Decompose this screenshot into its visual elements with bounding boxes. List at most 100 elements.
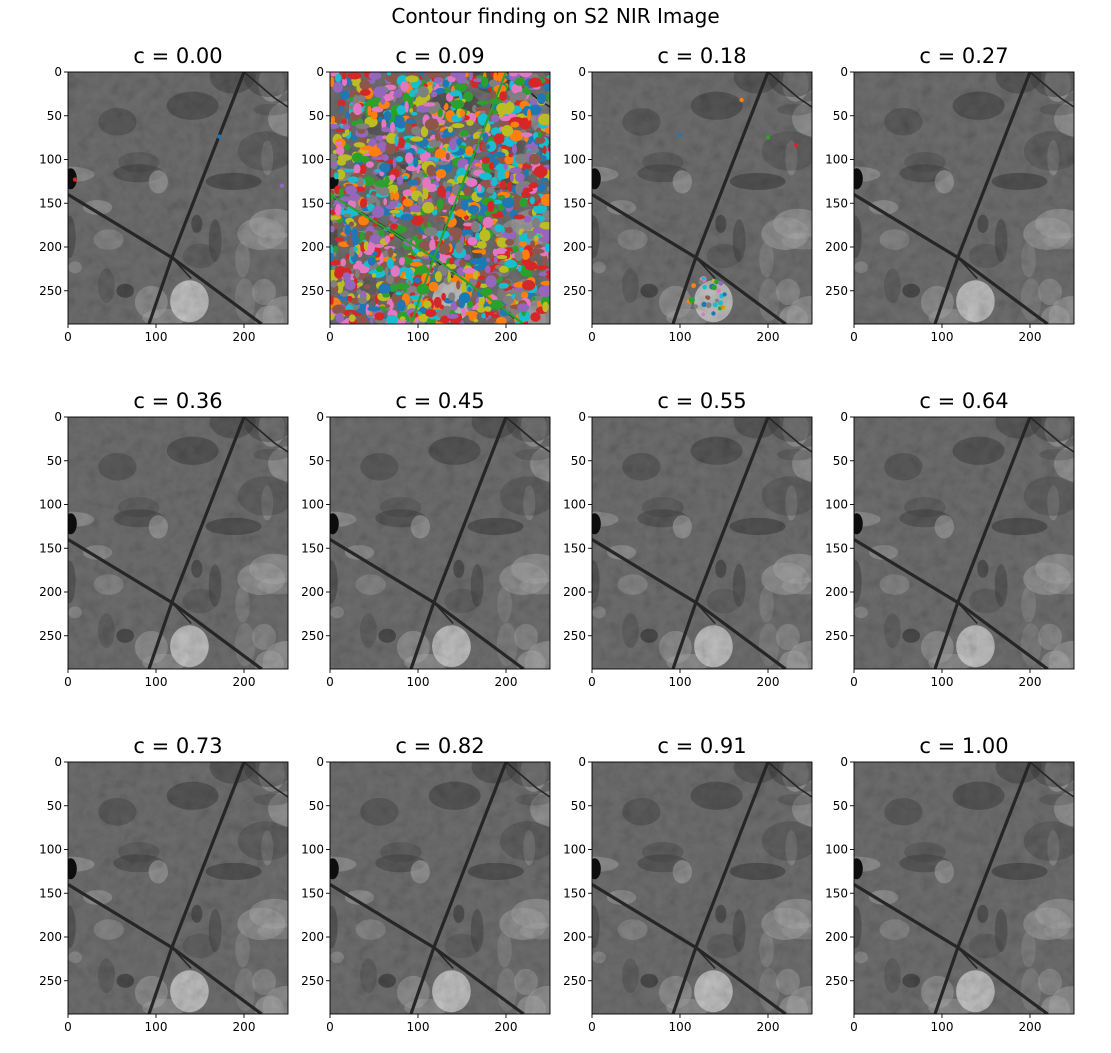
satellite-image xyxy=(854,762,1074,1014)
image-panel: c = 0.64 0 50 100 150 200 250 0 100 200 xyxy=(825,389,1075,689)
x-tick-label: 0 xyxy=(588,1020,596,1034)
y-tick-label: 50 xyxy=(47,799,62,813)
y-tick-label: 0 xyxy=(840,755,848,769)
y-tick-label: 100 xyxy=(825,843,848,857)
y-tick-label: 50 xyxy=(833,799,848,813)
y-tick-label: 50 xyxy=(833,454,848,468)
panel-title: c = 0.55 xyxy=(657,389,746,413)
y-tick-label: 100 xyxy=(563,498,586,512)
x-tick-label: 200 xyxy=(233,675,256,689)
x-tick-label: 100 xyxy=(931,330,954,344)
axes-frame xyxy=(329,761,551,1015)
y-tick-label: 250 xyxy=(39,974,62,988)
axes-frame xyxy=(67,416,289,670)
y-tick-label: 250 xyxy=(301,629,324,643)
x-tick-label: 100 xyxy=(931,1020,954,1034)
x-tick-label: 0 xyxy=(64,1020,72,1034)
image-panel: c = 0.36 0 50 100 150 200 250 0 100 200 xyxy=(39,389,289,689)
axes-frame xyxy=(67,761,289,1015)
y-tick-label: 200 xyxy=(39,585,62,599)
y-tick-label: 150 xyxy=(825,196,848,210)
image-panel: c = 1.00 0 50 100 150 200 250 0 100 200 xyxy=(825,734,1075,1034)
y-tick-label: 0 xyxy=(840,65,848,79)
satellite-image xyxy=(854,417,1074,669)
image-panel: c = 0.82 0 50 100 150 200 250 0 100 200 xyxy=(301,734,551,1034)
axes-frame xyxy=(853,416,1075,670)
x-tick-label: 0 xyxy=(326,675,334,689)
y-tick-label: 150 xyxy=(39,196,62,210)
satellite-image xyxy=(330,762,550,1014)
axes-frame xyxy=(853,761,1075,1015)
y-tick-label: 0 xyxy=(316,755,324,769)
x-tick-label: 0 xyxy=(326,1020,334,1034)
x-tick-label: 200 xyxy=(757,330,780,344)
axes-frame xyxy=(329,71,551,325)
y-tick-label: 250 xyxy=(563,974,586,988)
image-panel: c = 0.45 0 50 100 150 200 250 0 100 200 xyxy=(301,389,551,689)
satellite-image xyxy=(68,762,288,1014)
image-panel: c = 0.00 0 50 100 150 200 250 0 100 200 xyxy=(39,44,289,344)
axes-frame xyxy=(853,71,1075,325)
y-tick-label: 150 xyxy=(39,886,62,900)
y-tick-label: 250 xyxy=(39,284,62,298)
y-tick-label: 100 xyxy=(301,498,324,512)
x-tick-label: 100 xyxy=(931,675,954,689)
satellite-image xyxy=(592,72,812,324)
x-tick-label: 100 xyxy=(407,330,430,344)
y-tick-label: 100 xyxy=(301,153,324,167)
y-tick-label: 200 xyxy=(825,240,848,254)
y-tick-label: 100 xyxy=(301,843,324,857)
image-panel: c = 0.18 0 50 100 150 200 250 0 100 200 xyxy=(563,44,813,344)
x-tick-label: 100 xyxy=(145,1020,168,1034)
y-tick-label: 50 xyxy=(309,454,324,468)
x-tick-label: 100 xyxy=(669,675,692,689)
x-tick-label: 0 xyxy=(850,330,858,344)
x-tick-label: 200 xyxy=(1019,330,1042,344)
panel-title: c = 0.27 xyxy=(919,44,1008,68)
x-tick-label: 200 xyxy=(233,330,256,344)
y-tick-label: 150 xyxy=(301,196,324,210)
y-tick-label: 100 xyxy=(39,498,62,512)
y-tick-label: 100 xyxy=(563,843,586,857)
satellite-image xyxy=(330,417,550,669)
y-tick-label: 150 xyxy=(301,541,324,555)
x-tick-label: 0 xyxy=(64,675,72,689)
y-tick-label: 150 xyxy=(825,886,848,900)
x-tick-label: 0 xyxy=(588,330,596,344)
y-tick-label: 200 xyxy=(825,930,848,944)
y-tick-label: 0 xyxy=(54,410,62,424)
y-tick-label: 150 xyxy=(301,886,324,900)
satellite-image xyxy=(592,417,812,669)
y-tick-label: 250 xyxy=(825,974,848,988)
y-tick-label: 0 xyxy=(316,410,324,424)
y-tick-label: 200 xyxy=(563,240,586,254)
image-panel: c = 0.91 0 50 100 150 200 250 0 100 200 xyxy=(563,734,813,1034)
y-tick-label: 50 xyxy=(571,454,586,468)
y-tick-label: 200 xyxy=(563,585,586,599)
y-tick-label: 250 xyxy=(39,629,62,643)
y-tick-label: 100 xyxy=(563,153,586,167)
y-tick-label: 50 xyxy=(309,799,324,813)
image-panel: c = 0.73 0 50 100 150 200 250 0 100 200 xyxy=(39,734,289,1034)
panel-title: c = 0.45 xyxy=(395,389,484,413)
panel-title: c = 0.00 xyxy=(133,44,222,68)
y-tick-label: 100 xyxy=(39,843,62,857)
y-tick-label: 150 xyxy=(39,541,62,555)
y-tick-label: 50 xyxy=(571,799,586,813)
x-tick-label: 0 xyxy=(64,330,72,344)
axes-frame xyxy=(67,71,289,325)
y-tick-label: 250 xyxy=(301,284,324,298)
x-tick-label: 200 xyxy=(757,675,780,689)
y-tick-label: 250 xyxy=(825,284,848,298)
x-tick-label: 200 xyxy=(757,1020,780,1034)
y-tick-label: 0 xyxy=(54,65,62,79)
y-tick-label: 200 xyxy=(39,240,62,254)
image-panel: c = 0.55 0 50 100 150 200 250 0 100 200 xyxy=(563,389,813,689)
y-tick-label: 250 xyxy=(563,629,586,643)
y-tick-label: 50 xyxy=(571,109,586,123)
y-tick-label: 50 xyxy=(833,109,848,123)
panel-title: c = 0.09 xyxy=(395,44,484,68)
panel-title: c = 0.82 xyxy=(395,734,484,758)
panel-title: c = 0.73 xyxy=(133,734,222,758)
panel-title: c = 0.36 xyxy=(133,389,222,413)
